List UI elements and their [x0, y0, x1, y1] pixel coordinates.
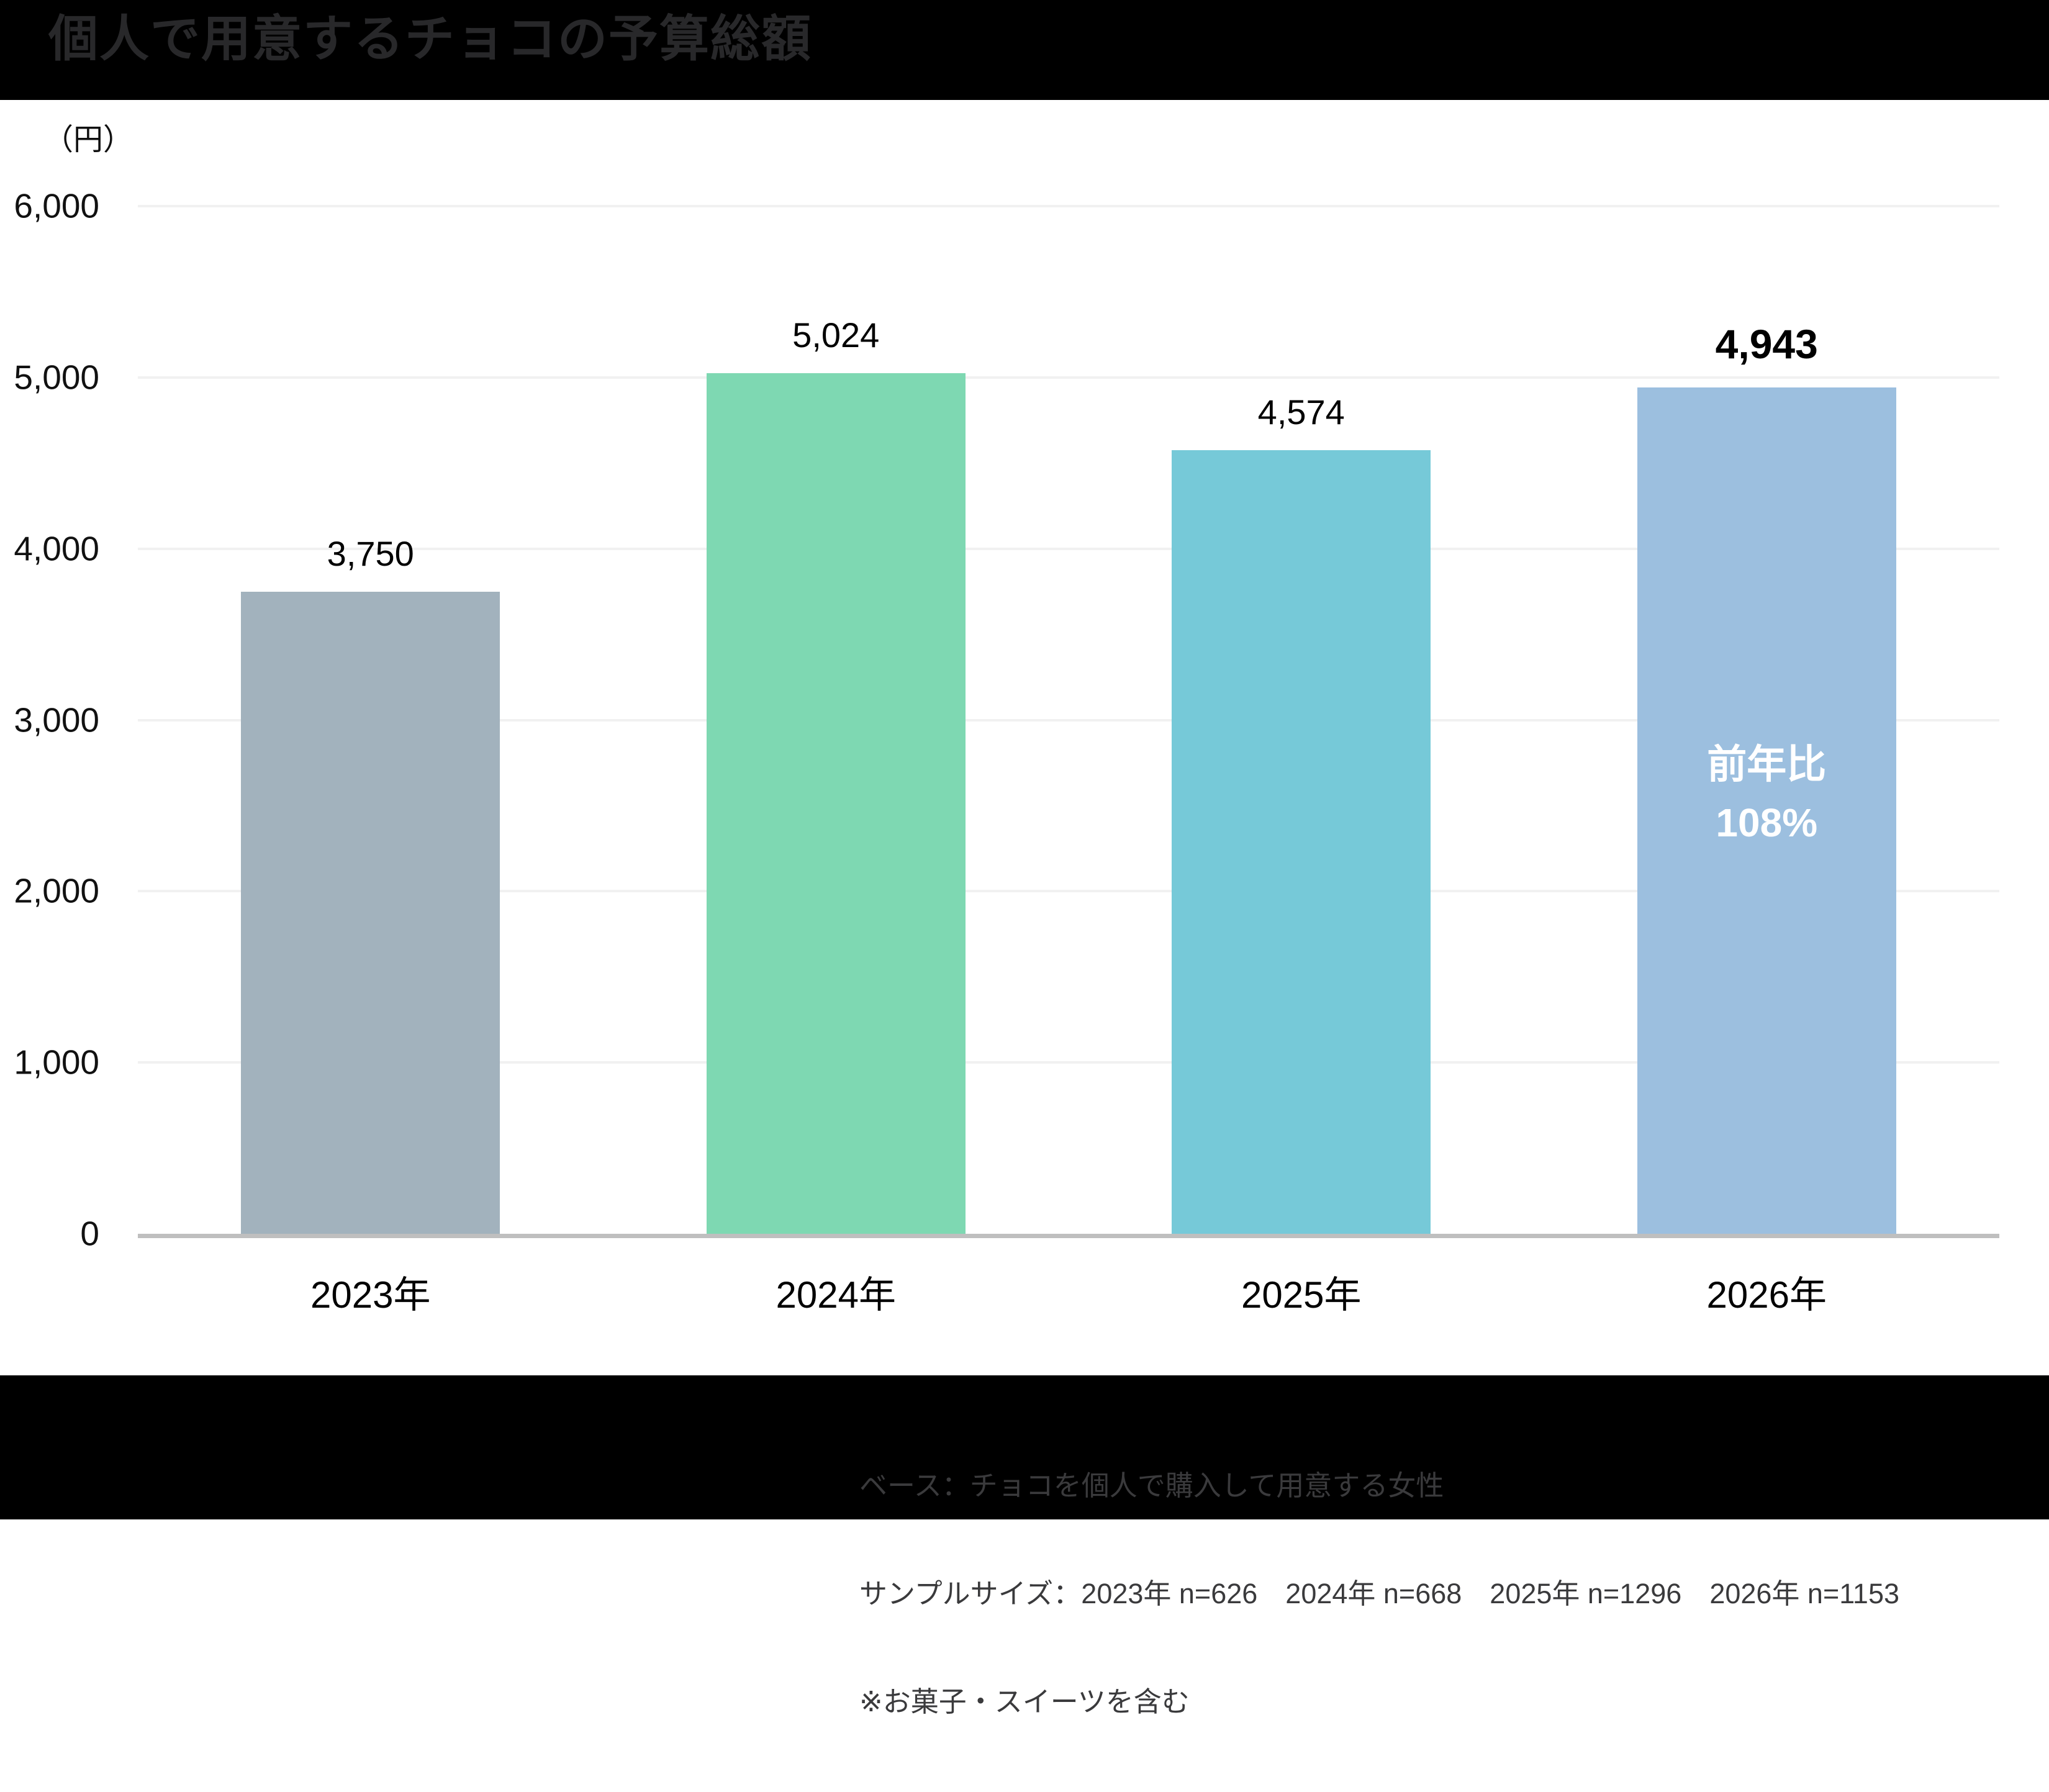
yoy-annotation-line: 108%: [1716, 800, 1818, 845]
footer-note-includes: ※お菓子・スイーツを含む: [859, 1686, 1190, 1717]
footer-note-base: ベース：チョコを個人で購入して用意する女性: [859, 1470, 1444, 1501]
gridline: [138, 718, 1999, 722]
bar-value-label: 4,574: [1257, 392, 1345, 432]
yoy-annotation-line: 前年比: [1707, 742, 1827, 787]
x-axis-label: 2024年: [776, 1274, 896, 1316]
gridline: [138, 1061, 1999, 1064]
bar-value-label: 4,943: [1715, 320, 1818, 367]
y-axis-tick-label: 6,000: [14, 186, 99, 225]
bar-2025年: [1172, 450, 1431, 1234]
footer-note-sample-size: サンプルサイズ：2023年 n=626 2024年 n=668 2025年 n=…: [859, 1578, 1900, 1609]
gridline: [138, 205, 1999, 207]
y-axis-tick-label: 4,000: [14, 529, 99, 568]
bar-2024年: [706, 373, 966, 1234]
x-axis-label: 2026年: [1706, 1274, 1827, 1316]
y-axis-tick-label: 0: [80, 1214, 99, 1253]
gridline: [138, 376, 1999, 379]
y-axis-tick-label: 1,000: [14, 1043, 99, 1082]
chart-title: 個人で用意するチョコの予算総額: [48, 11, 812, 66]
x-axis-label: 2025年: [1241, 1274, 1362, 1316]
y-axis-tick-label: 5,000: [14, 358, 99, 397]
bar-value-label: 3,750: [327, 533, 414, 573]
gridline: [138, 547, 1999, 550]
bar-2023年: [241, 591, 500, 1234]
bar-2026年: [1637, 387, 1896, 1234]
x-axis-label: 2023年: [310, 1274, 431, 1316]
y-axis-tick-label: 2,000: [14, 871, 99, 910]
footer-notes: ベース：チョコを個人で購入して用意する女性 サンプルサイズ：2023年 n=62…: [859, 1396, 1899, 1792]
y-axis-tick-label: 3,000: [14, 700, 99, 739]
header-bar: 個人で用意するチョコの予算総額: [0, 0, 2049, 100]
gridline: [138, 890, 1999, 893]
y-axis-unit-label: （円）: [43, 124, 133, 156]
bar-value-label: 5,024: [792, 315, 880, 355]
footer-bar: ベース：チョコを個人で購入して用意する女性 サンプルサイズ：2023年 n=62…: [0, 1375, 2049, 1717]
x-axis-line: [138, 1234, 1999, 1238]
yoy-annotation: 前年比 108%: [1580, 735, 1953, 852]
